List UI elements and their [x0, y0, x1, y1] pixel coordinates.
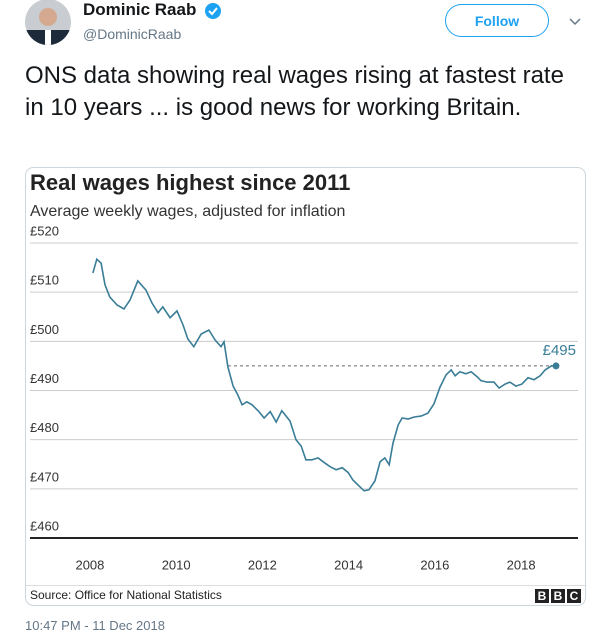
menu-chevron[interactable]: [569, 18, 581, 26]
x-tick-label: 2010: [162, 557, 191, 572]
user-name[interactable]: Dominic Raab: [83, 0, 197, 19]
y-tick-label: £470: [30, 469, 59, 484]
avatar[interactable]: [25, 0, 71, 50]
source: Source: Office for National Statistics: [30, 588, 222, 602]
y-tick-label: £500: [30, 322, 59, 337]
y-tick-label: £510: [30, 273, 59, 288]
end-point: [552, 362, 560, 370]
end-label: £495: [543, 342, 576, 359]
x-tick-label: 2014: [334, 557, 363, 572]
y-tick-label: £480: [30, 420, 59, 435]
logo-box: [567, 589, 581, 603]
media-card: [25, 167, 586, 606]
chart-title: Real wages highest since 2011: [30, 170, 350, 195]
x-tick-label: 2016: [420, 557, 449, 572]
x-tick-label: 2008: [75, 557, 104, 572]
tweet-text: ONS data showing real wages rising at fa…: [25, 62, 564, 121]
logo-box: [535, 589, 549, 603]
x-tick-label: 2018: [507, 557, 536, 572]
verified-badge: [205, 3, 221, 19]
logo-letter: B: [538, 589, 547, 603]
chart: Real wages highest since 2011 Average we…: [26, 170, 585, 602]
y-tick-label: £460: [30, 518, 59, 533]
follow-button[interactable]: Follow: [445, 4, 549, 37]
logo-letter: C: [570, 589, 579, 603]
series-line: [92, 257, 556, 492]
chart-subtitle: Average weekly wages, adjusted for infla…: [30, 203, 345, 220]
timestamp[interactable]: 10:47 PM - 11 Dec 2018: [25, 618, 165, 633]
user-handle[interactable]: @DominicRaab: [83, 26, 182, 42]
logo-box: [551, 589, 565, 603]
y-tick-label: £490: [30, 371, 59, 386]
logo-letter: B: [554, 589, 563, 603]
y-tick-label: £520: [30, 223, 59, 238]
x-tick-label: 2012: [248, 557, 277, 572]
